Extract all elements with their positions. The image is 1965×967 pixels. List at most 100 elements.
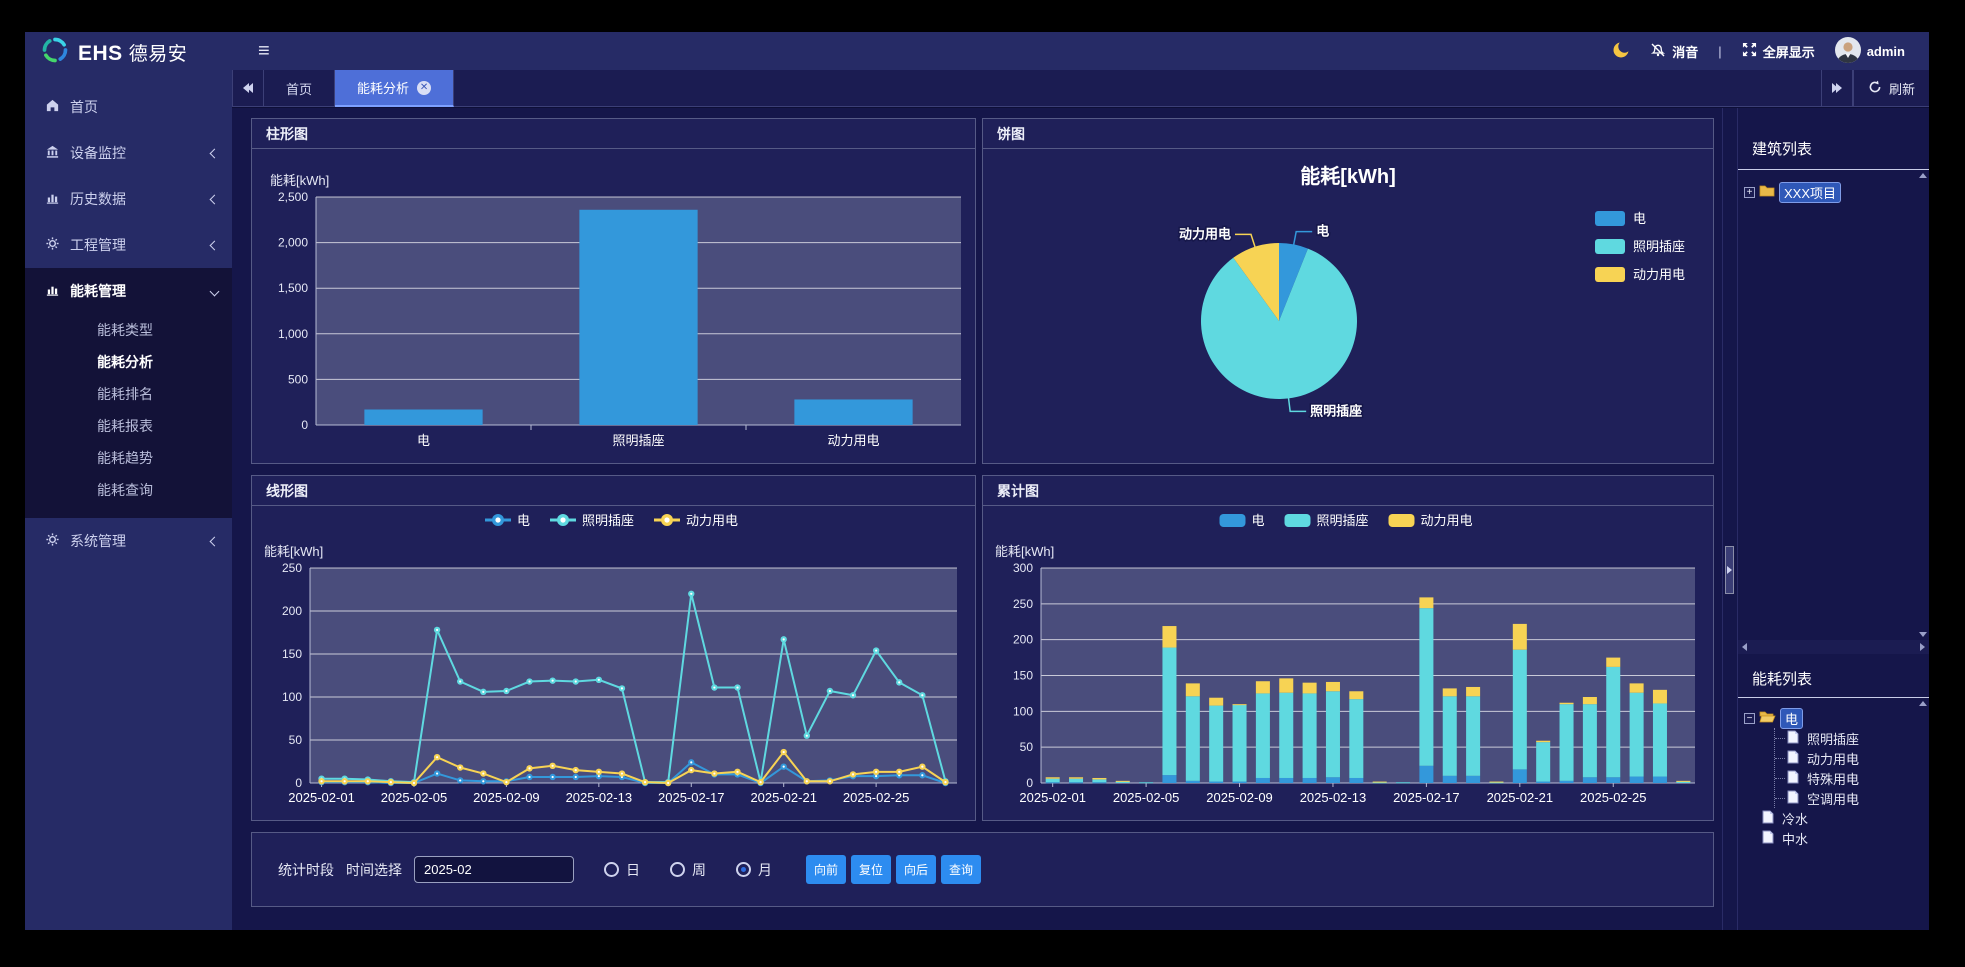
period-label: 统计时段 bbox=[278, 861, 334, 878]
query-button[interactable]: 查询 bbox=[941, 855, 982, 884]
energy-tree-children: 照明插座 动力用电 特殊用电 空调用电 bbox=[1774, 728, 1915, 808]
avatar bbox=[1834, 36, 1861, 66]
svg-text:照明插座: 照明插座 bbox=[1317, 513, 1369, 528]
sidebar-subitem-energy-query[interactable]: 能耗查询 bbox=[97, 482, 153, 498]
right-sidebar: 建筑列表 + XXX项目 bbox=[1737, 108, 1929, 930]
forward-button[interactable]: 向前 bbox=[806, 855, 847, 884]
svg-text:2,000: 2,000 bbox=[278, 236, 308, 250]
svg-text:150: 150 bbox=[1013, 669, 1033, 683]
panel-splitter bbox=[1722, 108, 1737, 930]
reset-button[interactable]: 复位 bbox=[851, 855, 892, 884]
svg-text:能耗[kWh]: 能耗[kWh] bbox=[264, 544, 323, 559]
energy-tree-scrollbar[interactable] bbox=[1917, 698, 1929, 930]
brand-area: EHS 德易安 bbox=[25, 32, 232, 72]
svg-text:300: 300 bbox=[1013, 561, 1033, 575]
expander-icon[interactable]: + bbox=[1744, 186, 1755, 198]
tree-node-label: 中水 bbox=[1782, 831, 1809, 847]
svg-text:250: 250 bbox=[1013, 597, 1033, 611]
backward-button[interactable]: 向后 bbox=[896, 855, 937, 884]
svg-text:电: 电 bbox=[1316, 224, 1329, 239]
scroll-up-icon[interactable] bbox=[1919, 701, 1927, 706]
svg-text:动力用电: 动力用电 bbox=[1421, 513, 1473, 528]
tree-node-hvac[interactable]: 空调用电 bbox=[1775, 788, 1915, 808]
svg-text:2025-02-17: 2025-02-17 bbox=[658, 790, 725, 805]
tree-node-label: 空调用电 bbox=[1807, 791, 1860, 807]
tab-home[interactable]: 首页 bbox=[264, 70, 336, 107]
time-input[interactable] bbox=[414, 856, 574, 883]
tabs-scroll-left-icon[interactable] bbox=[232, 70, 264, 107]
sidebar-item-label: 首页 bbox=[70, 99, 98, 115]
radio-day-circle[interactable] bbox=[604, 862, 619, 877]
splitter-handle[interactable] bbox=[1725, 546, 1734, 594]
radio-month[interactable]: 月 bbox=[736, 860, 772, 880]
svg-text:150: 150 bbox=[282, 647, 302, 661]
tree-node-label: 电 bbox=[1780, 707, 1804, 729]
sidebar-item-home[interactable]: 首页 bbox=[25, 84, 232, 130]
expander-icon[interactable]: − bbox=[1744, 712, 1755, 724]
svg-text:1,000: 1,000 bbox=[278, 327, 308, 341]
file-icon bbox=[1762, 830, 1774, 847]
scroll-down-icon[interactable] bbox=[1919, 632, 1927, 637]
tree-node-label: 冷水 bbox=[1782, 811, 1809, 827]
mute-label: 消音 bbox=[1672, 44, 1699, 60]
scroll-right-icon[interactable] bbox=[1920, 643, 1925, 651]
fullscreen-button[interactable]: 全屏显示 bbox=[1742, 42, 1815, 61]
sidebar-subitem-energy-ranking[interactable]: 能耗排名 bbox=[97, 386, 153, 402]
mute-button[interactable]: 消音 bbox=[1650, 42, 1698, 61]
svg-text:2025-02-01: 2025-02-01 bbox=[1019, 790, 1086, 805]
sidebar-subitem-energy-trend[interactable]: 能耗趋势 bbox=[97, 450, 153, 466]
theme-toggle[interactable] bbox=[1612, 39, 1631, 62]
sidebar-item-energy-mgmt[interactable]: 能耗管理 bbox=[25, 268, 232, 314]
line-chart: 电 照明插座 动力用电 0 50 100 150 200 250 能耗[kWh] 2025-02-0… bbox=[252, 506, 975, 819]
tree-node-reclaimed-water[interactable]: 中水 bbox=[1744, 828, 1915, 848]
panel-title: 饼图 bbox=[983, 119, 1713, 149]
tabs-scroll-right-icon[interactable] bbox=[1820, 70, 1853, 107]
scroll-up-icon[interactable] bbox=[1919, 173, 1927, 178]
sidebar-item-device-monitor[interactable]: 设备监控 bbox=[25, 130, 232, 176]
radio-day[interactable]: 日 bbox=[604, 860, 640, 880]
tree-node-power[interactable]: 动力用电 bbox=[1775, 748, 1915, 768]
radio-week[interactable]: 周 bbox=[670, 860, 706, 880]
svg-text:2025-02-05: 2025-02-05 bbox=[381, 790, 448, 805]
svg-text:200: 200 bbox=[282, 604, 302, 618]
building-tree-hscrollbar[interactable] bbox=[1738, 640, 1929, 654]
tree-node-electric[interactable]: − 电 bbox=[1744, 707, 1915, 729]
sidebar-item-history-data[interactable]: 历史数据 bbox=[25, 176, 232, 222]
svg-text:0: 0 bbox=[301, 418, 308, 432]
building-tree-scrollbar[interactable] bbox=[1917, 170, 1929, 640]
tree-node-label: 动力用电 bbox=[1807, 751, 1860, 767]
svg-text:2025-02-13: 2025-02-13 bbox=[566, 790, 633, 805]
user-menu[interactable]: admin bbox=[1834, 36, 1905, 66]
tab-energy-analysis[interactable]: 能耗分析 ✕ bbox=[335, 70, 455, 107]
tree-node-cold-water[interactable]: 冷水 bbox=[1744, 808, 1915, 828]
sidebar-subitem-energy-type[interactable]: 能耗类型 bbox=[97, 322, 153, 338]
fullscreen-label: 全屏显示 bbox=[1762, 44, 1815, 60]
tree-node-lighting[interactable]: 照明插座 bbox=[1775, 728, 1915, 748]
close-tab-icon[interactable]: ✕ bbox=[417, 80, 432, 95]
energy-tree: − 电 照明插座 动力用电 bbox=[1738, 698, 1929, 930]
sidebar-item-system-mgmt[interactable]: 系统管理 bbox=[25, 518, 232, 564]
tree-node-project[interactable]: + XXX项目 bbox=[1744, 181, 1915, 203]
top-bar: ≡ 消音 | 全 bbox=[232, 32, 1929, 70]
panel-stack-chart: 累计图 电 照明插座 动力用电 0 50 100 150 200 250 300 能耗[kWh] 20… bbox=[982, 475, 1714, 821]
menu-toggle-icon[interactable]: ≡ bbox=[258, 39, 270, 62]
refresh-icon bbox=[1868, 80, 1882, 97]
tree-node-special[interactable]: 特殊用电 bbox=[1775, 768, 1915, 788]
radio-week-circle[interactable] bbox=[670, 862, 685, 877]
sidebar-subitem-energy-report[interactable]: 能耗报表 bbox=[97, 418, 153, 434]
scroll-left-icon[interactable] bbox=[1742, 643, 1747, 651]
svg-text:照明插座: 照明插座 bbox=[1633, 239, 1685, 254]
refresh-button[interactable]: 刷新 bbox=[1852, 70, 1929, 107]
sidebar-item-project-mgmt[interactable]: 工程管理 bbox=[25, 222, 232, 268]
svg-text:照明插座: 照明插座 bbox=[582, 513, 634, 528]
folder-icon bbox=[1759, 184, 1775, 200]
svg-text:2025-02-09: 2025-02-09 bbox=[473, 790, 540, 805]
svg-text:2025-02-25: 2025-02-25 bbox=[843, 790, 910, 805]
gear-icon bbox=[45, 532, 60, 550]
svg-text:电: 电 bbox=[417, 433, 430, 448]
radio-month-circle[interactable] bbox=[736, 862, 751, 877]
sidebar-subitem-energy-analysis[interactable]: 能耗分析 bbox=[97, 354, 153, 370]
sidebar-item-label: 历史数据 bbox=[70, 191, 126, 207]
svg-text:电: 电 bbox=[1633, 211, 1646, 226]
brand-name: EHS 德易安 bbox=[78, 41, 188, 65]
